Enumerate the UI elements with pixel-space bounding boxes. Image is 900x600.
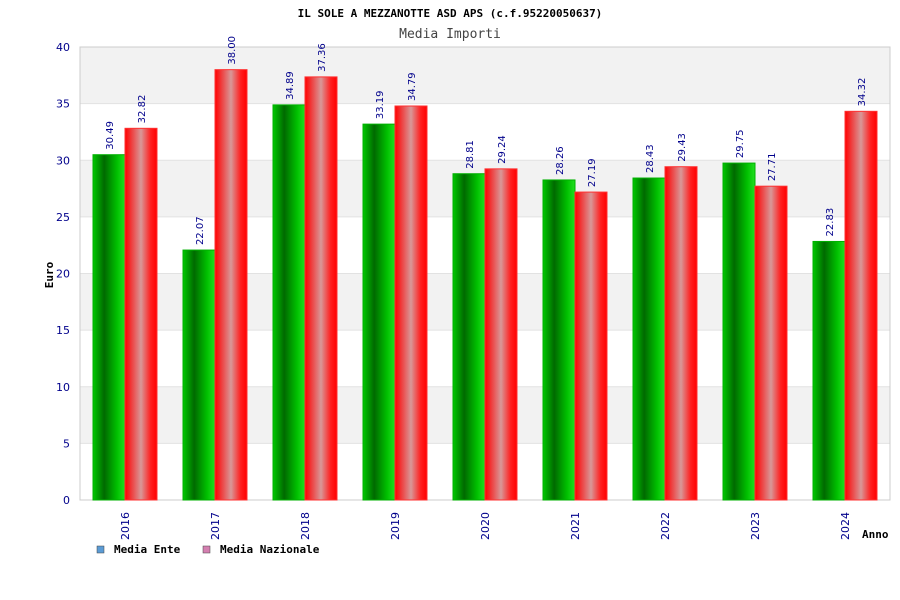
x-tick-label: 2023	[749, 512, 762, 540]
x-tick-label: 2020	[479, 512, 492, 540]
bar-media-nazionale-2017	[214, 69, 248, 501]
chart-subtitle: Media Importi	[399, 27, 501, 42]
data-label: 37.36	[317, 43, 328, 72]
legend-swatch-media-ente	[96, 545, 105, 554]
bar-media-nazionale-2021	[574, 191, 608, 501]
bar-media-nazionale-2019	[394, 105, 428, 501]
x-tick-label: 2018	[299, 512, 312, 540]
x-tick-label: 2024	[839, 512, 852, 540]
y-tick-label: 35	[56, 98, 70, 111]
y-tick-label: 15	[56, 324, 70, 337]
legend-label-media-nazionale: Media Nazionale	[220, 543, 320, 556]
data-label: 22.83	[825, 208, 836, 237]
x-tick-label: 2017	[209, 512, 222, 540]
data-label: 29.24	[497, 135, 508, 164]
data-label: 34.79	[407, 72, 418, 101]
y-tick-label: 40	[56, 41, 70, 54]
bar-media-ente-2023	[722, 162, 756, 501]
data-label: 28.43	[645, 144, 656, 173]
bar-media-ente-2016	[92, 154, 126, 501]
chart-title: IL SOLE A MEZZANOTTE ASD APS (c.f.952200…	[298, 7, 603, 20]
bar-media-nazionale-2018	[304, 76, 338, 501]
data-label: 32.82	[137, 95, 148, 124]
x-tick-label: 2019	[389, 512, 402, 540]
data-label: 30.49	[105, 121, 116, 150]
bar-media-ente-2024	[812, 240, 846, 501]
x-axis-label: Anno	[862, 528, 889, 541]
bar-media-ente-2022	[632, 177, 666, 501]
bar-media-nazionale-2024	[844, 110, 878, 501]
data-label: 28.26	[555, 146, 566, 175]
y-tick-label: 10	[56, 381, 70, 394]
y-axis-label: Euro	[43, 261, 56, 288]
legend-label-media-ente: Media Ente	[114, 543, 181, 556]
data-label: 29.43	[677, 133, 688, 162]
x-tick-label: 2021	[569, 512, 582, 540]
y-tick-label: 0	[63, 494, 70, 507]
grid-band	[80, 47, 890, 104]
bar-media-nazionale-2016	[124, 127, 158, 501]
data-label: 28.81	[465, 140, 476, 169]
y-tick-label: 5	[63, 437, 70, 450]
data-label: 34.32	[857, 78, 868, 107]
legend-swatch-media-nazionale	[202, 545, 211, 554]
x-tick-label: 2022	[659, 512, 672, 540]
data-label: 34.89	[285, 71, 296, 100]
bar-media-nazionale-2020	[484, 168, 518, 501]
y-tick-label: 30	[56, 154, 70, 167]
data-label: 27.71	[767, 153, 778, 182]
bar-media-ente-2017	[182, 249, 216, 501]
data-label: 33.19	[375, 90, 386, 119]
grid-band	[80, 103, 890, 161]
data-label: 38.00	[227, 36, 238, 65]
data-label: 22.07	[195, 216, 206, 245]
bar-media-ente-2021	[542, 179, 576, 501]
legend: Media Ente Media Nazionale	[96, 543, 320, 556]
bar-media-ente-2020	[452, 173, 486, 501]
y-tick-label: 25	[56, 211, 70, 224]
x-tick-label: 2016	[119, 512, 132, 540]
data-label: 27.19	[587, 158, 598, 187]
data-label: 29.75	[735, 129, 746, 158]
bar-media-ente-2018	[272, 104, 306, 501]
bar-media-nazionale-2022	[664, 166, 698, 501]
bar-media-ente-2019	[362, 123, 396, 501]
x-axis-ticks: 2016 2017 2018 2019 2020 2021 2022 2023 2024	[119, 512, 852, 540]
bar-media-nazionale-2023	[754, 185, 788, 501]
y-tick-label: 20	[56, 268, 70, 281]
value-labels: 30.49 32.82 22.07 38.00 34.89 37.36 33.19 34.79…	[105, 36, 868, 245]
y-axis-ticks: 0 5 10 15 20 25 30 35 40	[56, 41, 70, 507]
bars	[92, 69, 878, 501]
